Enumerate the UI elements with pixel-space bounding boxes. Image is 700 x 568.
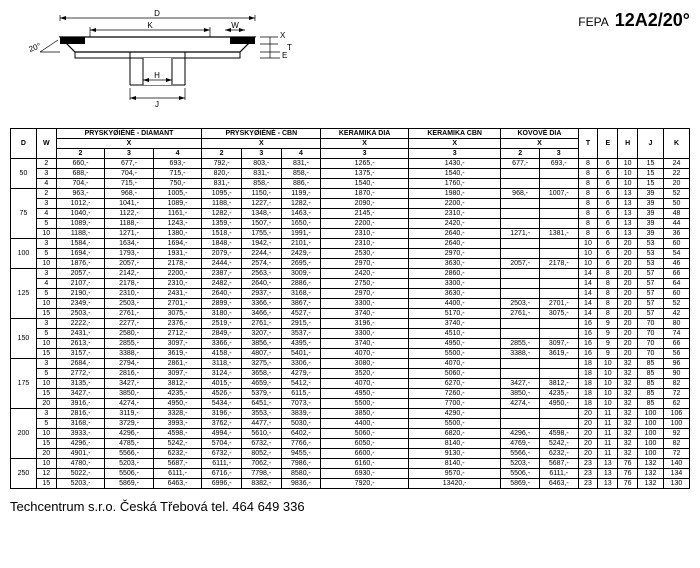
- data-table: D W PRYSKYØIÈNÉ - DIAMANT PRYSKYØIÈNÉ - …: [10, 128, 690, 489]
- col-D: D: [11, 129, 37, 159]
- svg-text:E: E: [282, 51, 287, 60]
- table-row: 102613,-2855,-3097,-3366,-3856,-4395,-37…: [11, 339, 690, 349]
- table-row: 101876,-2057,-2178,-2444,-2574,-2695,-29…: [11, 259, 690, 269]
- table-row: 250104780,-5203,-5687,-6111,-7062,-7986,…: [11, 459, 690, 469]
- table-row: 154296,-4785,-5242,-5704,-6732,-7766,-60…: [11, 439, 690, 449]
- table-row: 3688,-704,-715,-820,-831,-858,-1375,-154…: [11, 169, 690, 179]
- col-g1: PRYSKYØIÈNÉ - DIAMANT: [56, 129, 202, 139]
- model-label: 12A2/20°: [615, 10, 690, 30]
- table-row: 204901,-5566,-6232,-6732,-8052,-9455,-66…: [11, 449, 690, 459]
- svg-text:K: K: [147, 21, 153, 30]
- table-row: 10031584,-1634,-1694,-1848,-1942,-2101,-…: [11, 239, 690, 249]
- svg-text:J: J: [155, 100, 159, 109]
- title: FEPA 12A2/20°: [578, 10, 690, 31]
- table-row: 15032222,-2277,-2376,-2519,-2761,-2915,-…: [11, 319, 690, 329]
- col-g4: KERAMIKA CBN: [408, 129, 500, 139]
- table-row: 125022,-5506,-6111,-6716,-7798,-8580,-69…: [11, 469, 690, 479]
- table-row: 52772,-2816,-3097,-3124,-3658,-4279,-352…: [11, 369, 690, 379]
- table-row: 41040,-1122,-1161,-1282,-1348,-1463,-214…: [11, 209, 690, 219]
- col-K: K: [663, 129, 689, 159]
- table-row: 103135,-3427,-3812,-4015,-4659,-5412,-40…: [11, 379, 690, 389]
- svg-text:T: T: [287, 43, 292, 52]
- table-row: 52431,-2580,-2712,-2849,-3207,-3537,-330…: [11, 329, 690, 339]
- table-row: 153157,-3388,-3619,-4158,-4807,-5401,-40…: [11, 349, 690, 359]
- table-row: 51694,-1793,-1931,-2079,-2244,-2429,-253…: [11, 249, 690, 259]
- table-row: 203916,-4274,-4950,-5434,-6451,-7073,-55…: [11, 399, 690, 409]
- table-row: 152503,-2761,-3075,-3180,-3466,-4527,-37…: [11, 309, 690, 319]
- fepa-label: FEPA: [578, 15, 608, 29]
- col-E: E: [598, 129, 618, 159]
- table-row: 752963,-968,-1005,-1095,-1150,-1199,-187…: [11, 189, 690, 199]
- table-row: 17532684,-2794,-2861,-3118,-3275,-3306,-…: [11, 359, 690, 369]
- table-row: 53168,-3729,-3993,-3762,-4477,-5030,-440…: [11, 419, 690, 429]
- svg-text:20°: 20°: [28, 41, 42, 54]
- table-row: 12532057,-2142,-2200,-2387,-2563,-3009,-…: [11, 269, 690, 279]
- table-row: 51089,-1188,-1243,-1359,-1507,-1650,-220…: [11, 219, 690, 229]
- svg-text:W: W: [231, 21, 239, 30]
- table-row: 155203,-5869,-6463,-6996,-8382,-9836,-79…: [11, 479, 690, 489]
- table-row: 42107,-2178,-2310,-2482,-2640,-2886,-275…: [11, 279, 690, 289]
- col-W: W: [36, 129, 56, 159]
- table-row: 4704,-715,-750,-831,-858,-886,-1540,-176…: [11, 179, 690, 189]
- svg-text:X: X: [280, 31, 286, 40]
- technical-diagram: D K W X H J 20° E T: [10, 10, 310, 120]
- table-row: 20032816,-3119,-3328,-3196,-3553,-3839,-…: [11, 409, 690, 419]
- svg-text:D: D: [154, 10, 160, 18]
- table-row: 31012,-1041,-1089,-1188,-1227,-1282,-209…: [11, 199, 690, 209]
- col-T: T: [578, 129, 598, 159]
- table-row: 103933,-4296,-4598,-4994,-5610,-6402,-50…: [11, 429, 690, 439]
- col-g5: KOVOVÉ DIA: [501, 129, 578, 139]
- col-g2: PRYSKYØIÈNÉ - CBN: [202, 129, 321, 139]
- table-row: 101188,-1271,-1380,-1518,-1755,-1991,-23…: [11, 229, 690, 239]
- header: D K W X H J 20° E T: [10, 10, 690, 120]
- table-row: 102349,-2503,-2701,-2899,-3366,-3867,-33…: [11, 299, 690, 309]
- table-row: 153427,-3850,-4235,-4526,-5379,-6115,-49…: [11, 389, 690, 399]
- col-g3: KERAMIKA DIA: [321, 129, 409, 139]
- col-J: J: [638, 129, 664, 159]
- col-H: H: [618, 129, 638, 159]
- table-row: 52190,-2310,-2431,-2640,-2937,-3168,-297…: [11, 289, 690, 299]
- footer: Techcentrum s.r.o. Česká Třebová tel. 46…: [10, 499, 690, 514]
- table-row: 502660,-677,-693,-792,-803,-831,-1265,-1…: [11, 159, 690, 169]
- svg-text:H: H: [154, 71, 160, 80]
